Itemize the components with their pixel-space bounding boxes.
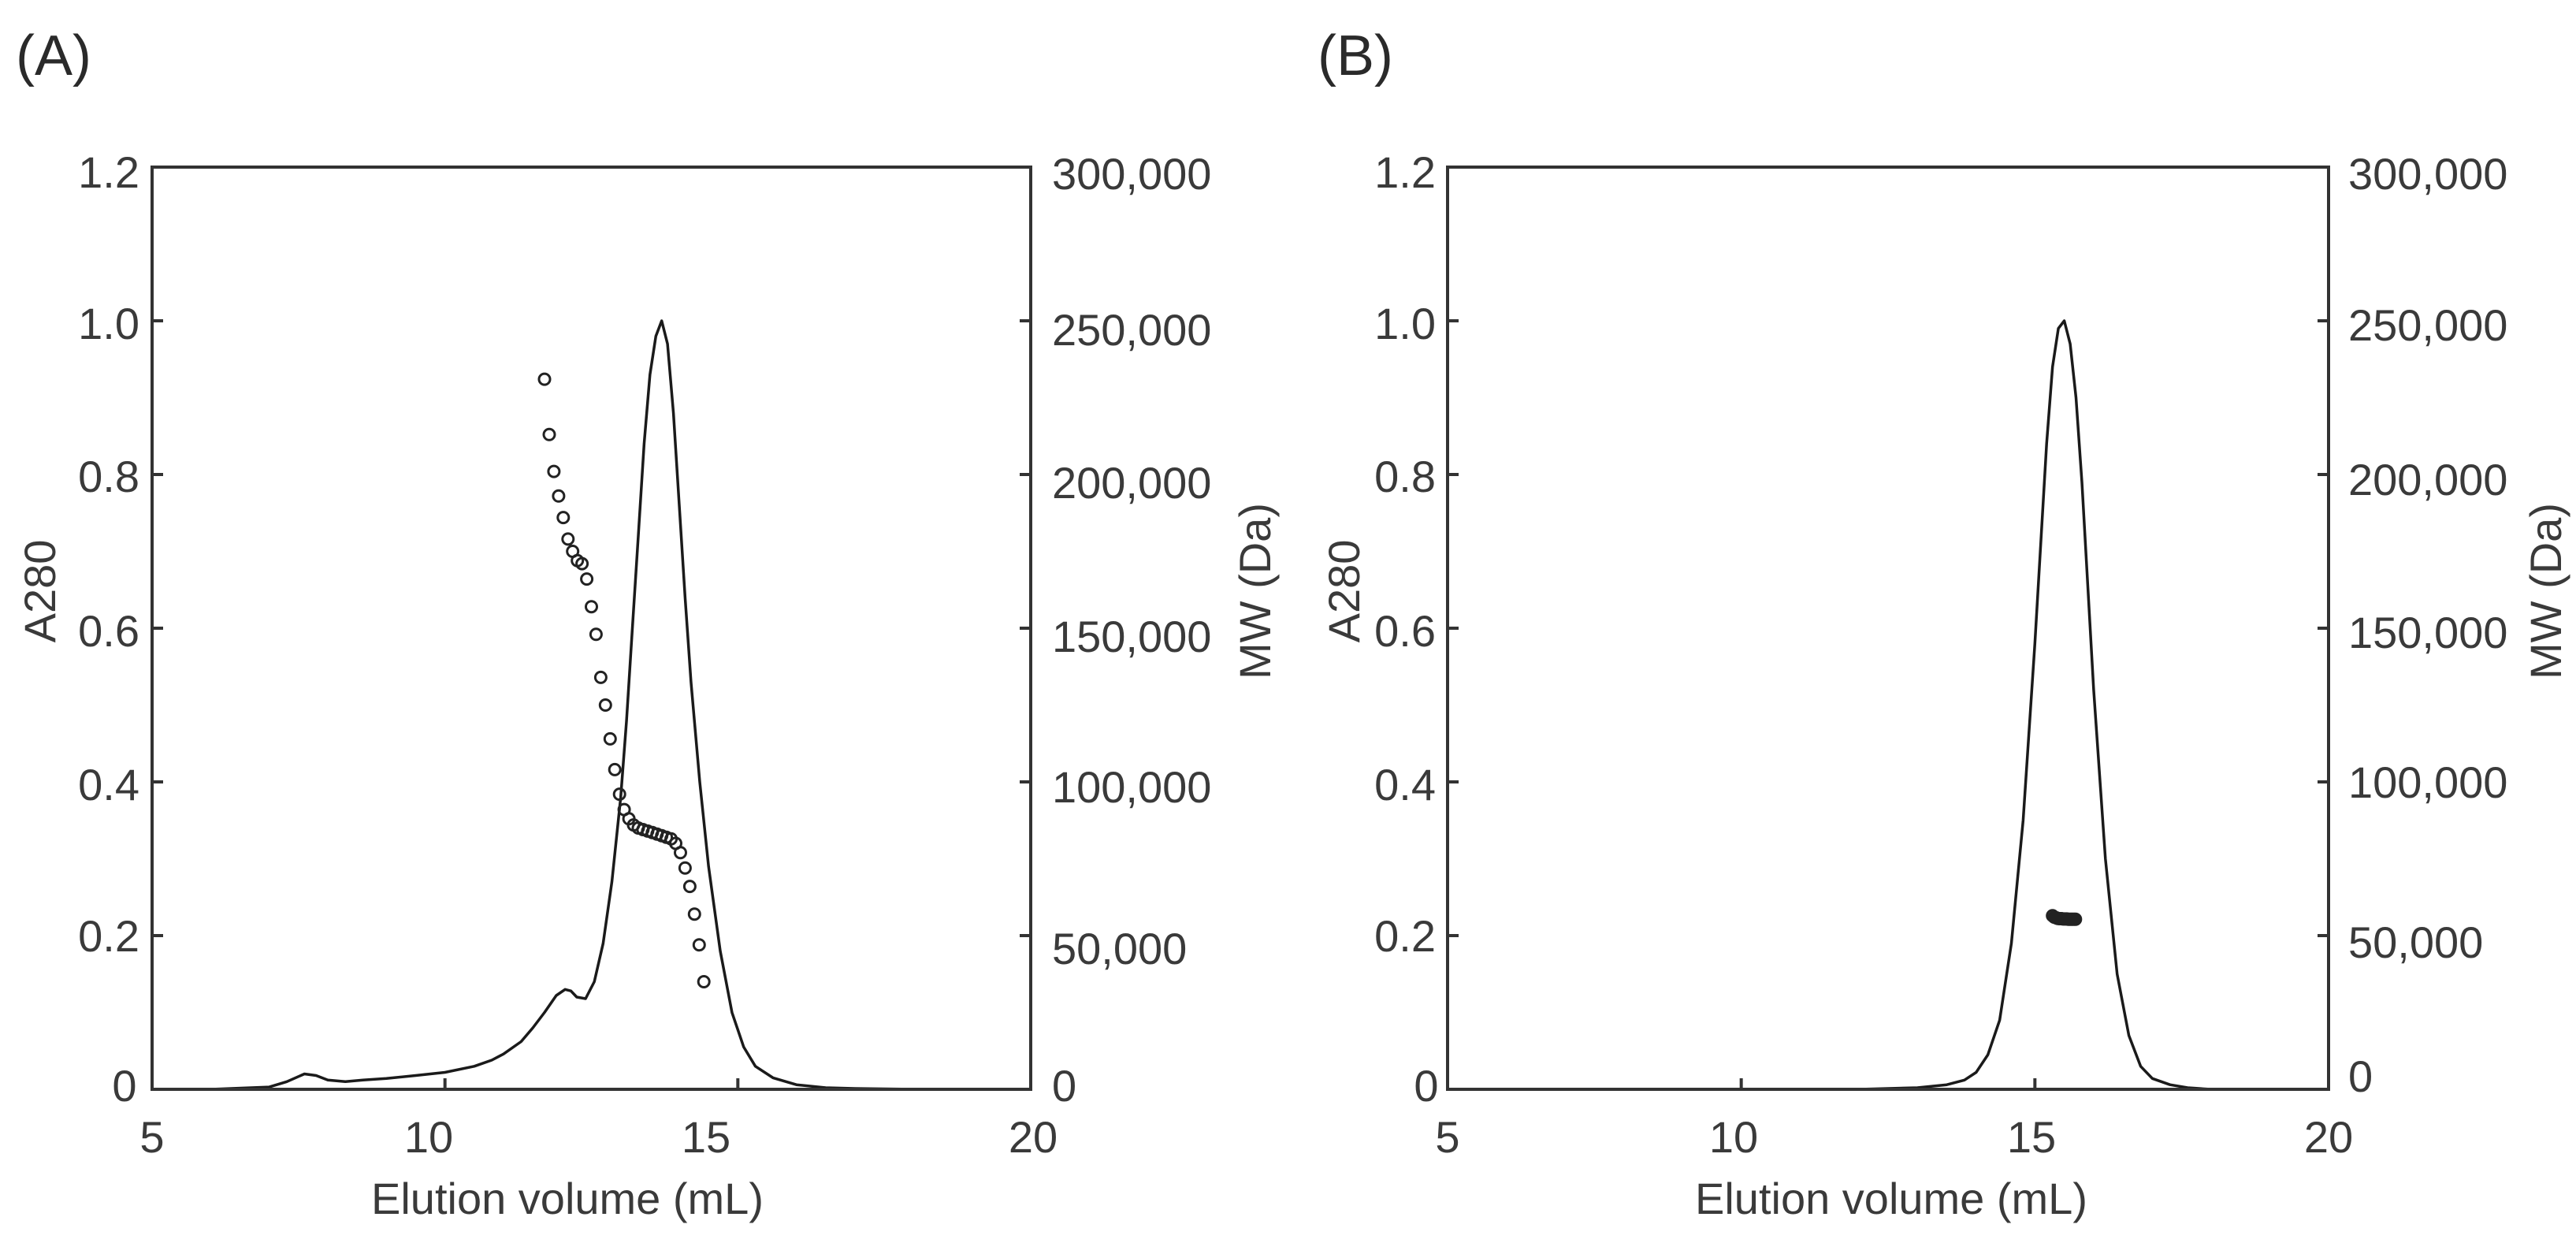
panel-a-x-tick-label: 10 — [404, 1112, 453, 1162]
panel-b-a280-trace — [1448, 319, 2329, 1091]
panel-a-mw-point — [678, 861, 692, 875]
panel-a-y2-tick-label: 50,000 — [1052, 924, 1187, 973]
panel-a-mw-point — [608, 762, 622, 776]
panel-a-mw-point — [552, 489, 566, 503]
panel-a-mw-point — [598, 698, 612, 712]
panel-a: (A) 5 10 15 20 0 0.2 0.4 0.6 0.8 1.0 1.2… — [15, 24, 1280, 1223]
panel-a-y-tick-label: 1.2 — [78, 147, 139, 197]
panel-b-y-axis-label: A280 — [1319, 540, 1369, 643]
panel-a-mw-point — [697, 975, 711, 988]
panel-a-y-axis-label: A280 — [15, 540, 65, 643]
panel-b-y-tick-label: 0.8 — [1374, 452, 1436, 501]
panel-b-y-tick-label: 0.2 — [1374, 911, 1436, 961]
panel-a-plot-layer — [151, 166, 1032, 1091]
panel-b-x-tick-label: 10 — [1709, 1112, 1758, 1162]
panel-a-mw-point — [687, 907, 701, 921]
panel-b-y2-tick-label: 150,000 — [2348, 608, 2507, 657]
panel-b-x-axis-label: Elution volume (mL) — [1695, 1174, 2087, 1223]
panel-a-y2-axis-label: MW (Da) — [1230, 503, 1280, 679]
panel-b-x-tick-label: 20 — [2304, 1112, 2353, 1162]
panel-a-mw-point — [682, 880, 697, 894]
panel-a-y2-tick-label: 0 — [1052, 1061, 1076, 1111]
panel-a-y2-tick-label: 250,000 — [1052, 305, 1211, 355]
panel-a-x-tick-label: 20 — [1009, 1112, 1058, 1162]
panel-b-y-tick-label: 0.6 — [1374, 606, 1436, 656]
panel-b-plot-frame — [1446, 166, 2330, 1091]
panel-a-mw-point — [585, 600, 598, 614]
panel-a-label: (A) — [16, 24, 91, 87]
panel-a-mw-point — [542, 427, 556, 441]
panel-a-x-tick-label: 15 — [682, 1112, 730, 1162]
panel-b-x-tick-label: 5 — [1435, 1112, 1459, 1162]
panel-b-y2-tick-label: 300,000 — [2348, 149, 2507, 199]
panel-a-y-tick-label: 0.4 — [78, 760, 139, 809]
panel-a-mw-point — [556, 511, 571, 525]
panel-b-y2-tick-label: 100,000 — [2348, 757, 2507, 807]
panel-b-y-tick-label: 1.0 — [1374, 299, 1436, 348]
panel-a-mw-point — [561, 532, 575, 546]
panel-b-y2-tick-label: 250,000 — [2348, 300, 2507, 350]
panel-b-mw-point — [2069, 912, 2083, 926]
panel-a-y-tick-label: 0.8 — [78, 452, 139, 501]
panel-a-y-tick-label: 1.0 — [78, 299, 139, 348]
panel-b-y-tick-label: 0 — [1414, 1061, 1438, 1111]
panel-a-y-tick-label: 0.6 — [78, 606, 139, 656]
panel-b-y2-tick-label: 200,000 — [2348, 455, 2507, 504]
panel-a-plot-frame — [151, 166, 1032, 1091]
panel-b-y2-tick-label: 0 — [2348, 1051, 2373, 1101]
panel-a-mw-point — [575, 556, 589, 571]
panel-a-mw-point — [603, 731, 617, 746]
panel-a-mw-point — [547, 464, 561, 478]
panel-a-mw-point — [692, 938, 706, 952]
panel-a-mw-point — [612, 787, 626, 802]
panel-a-mw-point — [537, 372, 552, 386]
panel-b-plot-layer — [1446, 166, 2330, 1091]
panel-a-a280-trace — [152, 319, 1031, 1091]
panel-a-y-tick-label: 0 — [112, 1061, 136, 1111]
panel-b-x-tick-label: 15 — [2007, 1112, 2056, 1162]
panel-a-mw-point — [580, 572, 594, 586]
panel-b: (B) 5 10 15 20 0 0.2 0.4 0.6 0.8 1.0 1.2… — [1318, 24, 2570, 1223]
panel-a-y2-tick-label: 100,000 — [1052, 762, 1211, 812]
panel-a-y2-tick-label: 150,000 — [1052, 612, 1211, 661]
panel-a-y-tick-label: 0.2 — [78, 911, 139, 961]
panel-b-label: (B) — [1318, 24, 1393, 87]
panel-a-mw-point — [589, 627, 603, 642]
panel-b-y-tick-label: 0.4 — [1374, 760, 1436, 809]
panel-a-mw-point — [674, 846, 687, 860]
panel-a-y2-tick-label: 300,000 — [1052, 149, 1211, 199]
panel-a-y2-tick-label: 200,000 — [1052, 458, 1211, 508]
panel-a-mw-point — [593, 670, 608, 684]
panel-b-y2-tick-label: 50,000 — [2348, 917, 2483, 967]
panel-b-y-tick-label: 1.2 — [1374, 147, 1436, 197]
panel-a-x-axis-label: Elution volume (mL) — [371, 1174, 764, 1223]
panel-b-y2-axis-label: MW (Da) — [2521, 503, 2570, 679]
panel-a-x-tick-label: 5 — [139, 1112, 164, 1162]
